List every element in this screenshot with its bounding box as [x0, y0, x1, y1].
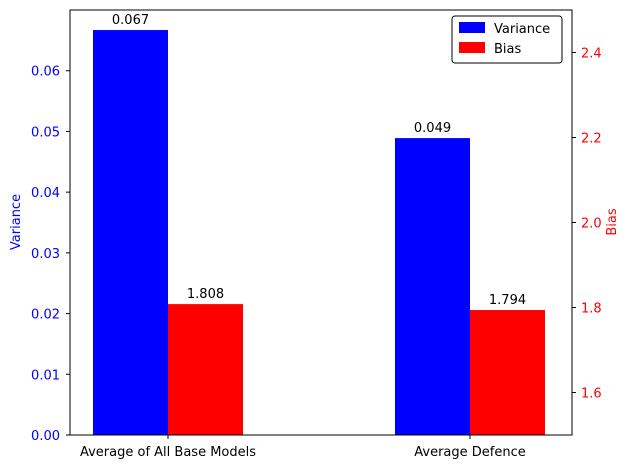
bar-label-variance-1: 0.049 [414, 121, 451, 136]
right-axis-title: Bias [605, 208, 620, 235]
x-axis-ticks: Average of All Base Models Average Defenc… [80, 435, 526, 460]
x-tick-label-1: Average Defence [414, 445, 525, 460]
right-tick-label-4: 2.4 [581, 47, 602, 62]
left-tick-label-6: 0.06 [31, 65, 60, 80]
legend-swatch-variance [459, 22, 485, 33]
bar-label-bias-0: 1.808 [187, 287, 224, 302]
right-tick-label-0: 1.6 [581, 387, 602, 402]
left-tick-label-5: 0.05 [31, 125, 60, 140]
left-tick-label-4: 0.04 [31, 186, 60, 201]
bar-bias-1 [470, 310, 545, 435]
left-axis-title: Variance [9, 194, 24, 250]
left-tick-label-0: 0.00 [31, 429, 60, 444]
left-tick-label-1: 0.01 [31, 368, 60, 383]
legend-swatch-bias [459, 42, 485, 53]
bar-bias-0 [168, 304, 243, 435]
bar-label-variance-0: 0.067 [112, 13, 149, 28]
right-tick-label-1: 1.8 [581, 302, 602, 317]
legend: Variance Bias [451, 15, 563, 64]
right-tick-label-3: 2.2 [581, 132, 602, 147]
legend-label-bias: Bias [494, 42, 521, 57]
left-axis-ticks: 0.00 0.01 0.02 0.03 0.04 0.05 0.06 [31, 65, 70, 444]
right-axis-ticks: 1.6 1.8 2.0 2.2 2.4 [572, 47, 602, 402]
legend-label-variance: Variance [494, 22, 550, 37]
bar-labels-layer: 0.067 0.049 1.808 1.794 [112, 13, 526, 308]
bar-variance-0 [93, 30, 168, 436]
x-tick-label-0: Average of All Base Models [80, 445, 256, 460]
right-tick-label-2: 2.0 [581, 217, 602, 232]
bars-layer [93, 30, 545, 436]
left-tick-label-3: 0.03 [31, 247, 60, 262]
bar-variance-1 [395, 138, 470, 435]
left-tick-label-2: 0.02 [31, 308, 60, 323]
bar-label-bias-1: 1.794 [489, 293, 526, 308]
